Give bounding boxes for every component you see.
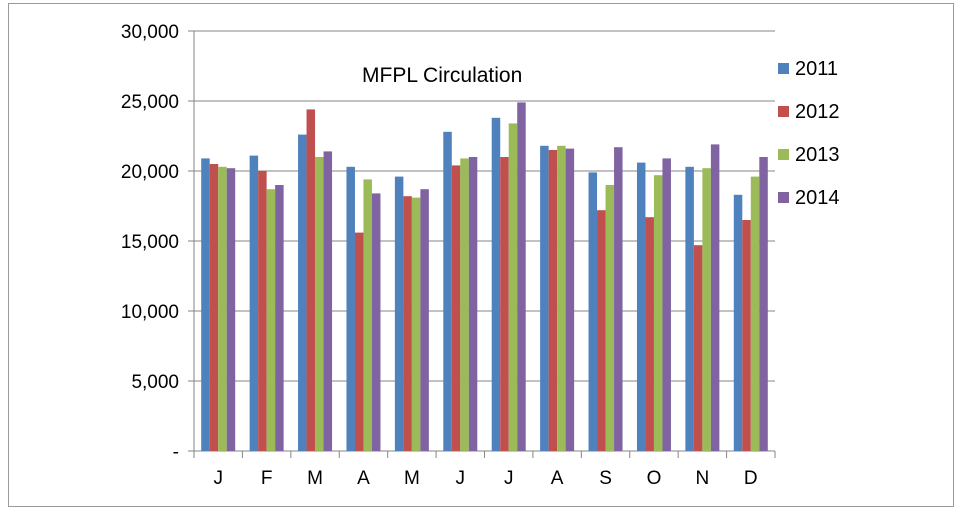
bar-2014-2: [275, 185, 284, 451]
y-tick-label: -: [173, 442, 179, 463]
bar-2012-6: [451, 165, 461, 451]
chart-title: MFPL Circulation: [362, 64, 522, 87]
bar-2011-11: [685, 166, 694, 452]
bar-2014-11: [710, 144, 720, 451]
bar-2013-12: [750, 176, 760, 451]
gridlines: [194, 30, 775, 382]
bar-2014-10: [662, 158, 671, 451]
bar-2014-4: [371, 193, 381, 451]
legend-swatch: [778, 63, 789, 74]
bar-2012-11: [693, 245, 703, 451]
y-tick-labels: - 5,000 10,000 15,000 20,000 25,000 30,000: [121, 22, 179, 463]
bar-2011-7: [491, 117, 501, 452]
x-tick-label: N: [696, 468, 710, 489]
bar-2011-1: [201, 158, 210, 451]
x-tick-label: J: [504, 468, 514, 489]
bar-2013-11: [702, 168, 711, 451]
bar-2014-5: [420, 189, 429, 451]
bar-2012-10: [645, 217, 654, 451]
bar-2011-6: [443, 131, 452, 452]
legend-label: 2011: [795, 58, 838, 80]
x-tick-label: F: [261, 468, 273, 489]
bar-2014-6: [468, 157, 478, 451]
y-tick-label: 25,000: [121, 92, 179, 113]
x-tick-label: J: [456, 468, 466, 489]
bar-2011-5: [394, 176, 404, 451]
y-tick-label: 20,000: [121, 162, 179, 183]
bar-2012-4: [354, 232, 364, 451]
bar-2011-4: [346, 166, 355, 452]
bar-2014-12: [759, 157, 768, 451]
y-tick-label: 30,000: [121, 22, 179, 43]
x-tick-label: A: [357, 468, 370, 489]
bar-2012-2: [258, 171, 267, 451]
bar-2014-9: [614, 147, 623, 451]
bar-2014-8: [565, 148, 575, 451]
bar-2013-7: [508, 123, 518, 452]
bar-2012-5: [403, 196, 412, 451]
chart-frame: - 5,000 10,000 15,000 20,000 25,000 30,000 J F M…: [8, 3, 954, 507]
legend-label: 2014: [795, 187, 840, 209]
bar-2013-3: [315, 157, 324, 451]
x-tick-label: A: [551, 468, 564, 489]
x-tick-label: M: [307, 468, 323, 489]
y-tick-label: 10,000: [121, 302, 179, 323]
bar-2011-8: [540, 145, 549, 452]
x-tick-label: J: [213, 468, 223, 489]
bar-2013-4: [363, 179, 372, 451]
bar-2011-3: [298, 134, 307, 451]
chart-svg: - 5,000 10,000 15,000 20,000 25,000 30,000 J F M…: [121, 22, 840, 489]
legend-label: 2013: [795, 144, 840, 166]
legend-swatch: [778, 149, 789, 160]
x-tick-label: D: [744, 468, 758, 489]
bar-2012-3: [306, 109, 316, 452]
bar-2011-10: [636, 162, 646, 451]
bar-2012-8: [548, 150, 558, 451]
bar-2013-1: [218, 166, 227, 452]
bar-2012-1: [209, 164, 219, 451]
bar-2011-2: [249, 155, 259, 451]
legend-swatch: [778, 106, 789, 117]
bar-2014-1: [226, 168, 236, 451]
bar-2011-9: [588, 172, 598, 451]
bar-2012-7: [500, 157, 509, 451]
bar-2012-9: [597, 210, 606, 451]
bar-2012-12: [742, 220, 751, 451]
bar-2013-8: [557, 145, 566, 452]
bar-2014-3: [323, 151, 333, 451]
x-tick-label: M: [404, 468, 420, 489]
bar-2013-2: [266, 189, 276, 451]
y-tick-label: 15,000: [121, 232, 179, 253]
legend-swatch: [778, 192, 789, 203]
bar-2011-12: [733, 194, 743, 452]
bar-2013-6: [460, 158, 469, 451]
x-tick-label: S: [599, 468, 612, 489]
bars: [201, 102, 768, 452]
bar-2013-9: [605, 185, 615, 451]
bar-2013-5: [411, 197, 421, 451]
axes: [188, 30, 776, 458]
bar-2014-7: [517, 102, 526, 452]
legend-label: 2012: [795, 101, 840, 123]
x-tick-label: O: [647, 468, 662, 489]
legend: 2011 2012 2013 2014: [778, 58, 840, 209]
bar-2013-10: [653, 175, 663, 451]
y-tick-label: 5,000: [131, 372, 179, 393]
